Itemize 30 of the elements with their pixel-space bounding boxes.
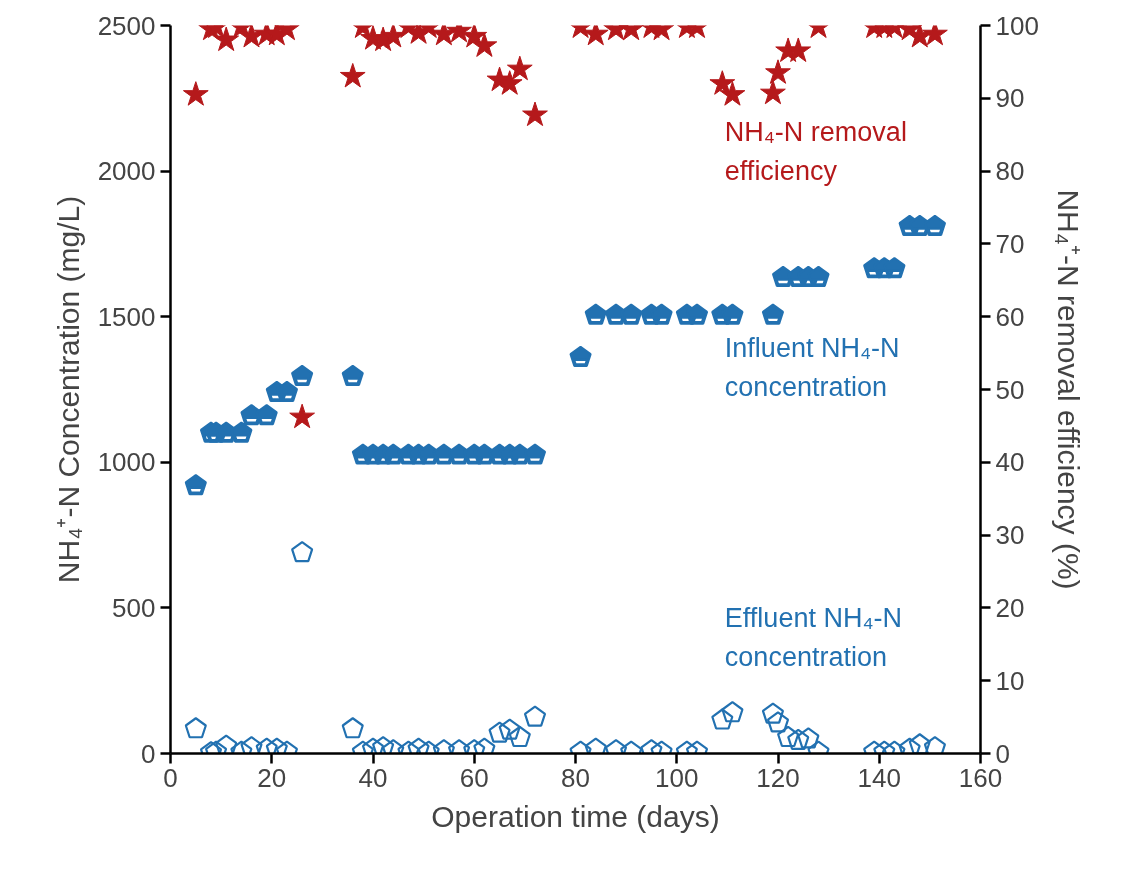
- x-tick-label: 80: [561, 762, 590, 793]
- y2-tick-label: 30: [995, 520, 1025, 551]
- y-tick-label: 1000: [97, 447, 156, 478]
- y-tick-label: 1500: [97, 301, 156, 332]
- x-tick-label: 20: [257, 762, 287, 793]
- x-tick-label: 120: [756, 762, 800, 793]
- y2-tick-label: 80: [995, 156, 1025, 187]
- y2-tick-label: 20: [995, 592, 1025, 623]
- y2-tick-label: 70: [995, 228, 1025, 259]
- x-tick-label: 140: [857, 762, 901, 793]
- y2-tick-label: 90: [995, 83, 1025, 114]
- y-axis-title: NH₄⁺-N Concentration (mg/L): [51, 195, 85, 584]
- x-tick-label: 60: [459, 762, 489, 793]
- y-tick-label: 0: [141, 738, 156, 769]
- y2-tick-label: 40: [995, 447, 1025, 478]
- series-label: Influent NH₄-N concentration: [724, 332, 900, 402]
- y-tick-label: 2500: [97, 10, 156, 41]
- y2-tick-label: 60: [995, 301, 1025, 332]
- y2-tick-label: 10: [995, 665, 1025, 696]
- y2-axis-title: NH₄⁺-N removal efficiency (%): [1051, 189, 1085, 590]
- y2-tick-label: 50: [995, 374, 1025, 405]
- series-label: Effluent NH₄-N concentration: [724, 602, 902, 672]
- x-tick-label: 100: [655, 762, 699, 793]
- series-label: NH₄-N removal efficiency: [724, 116, 907, 186]
- x-axis-title: Operation time (days): [431, 799, 720, 833]
- y-tick-label: 500: [112, 592, 156, 623]
- y-tick-label: 2000: [97, 156, 156, 187]
- x-tick-label: 40: [358, 762, 388, 793]
- x-tick-label: 0: [163, 762, 178, 793]
- y2-tick-label: 100: [995, 10, 1039, 41]
